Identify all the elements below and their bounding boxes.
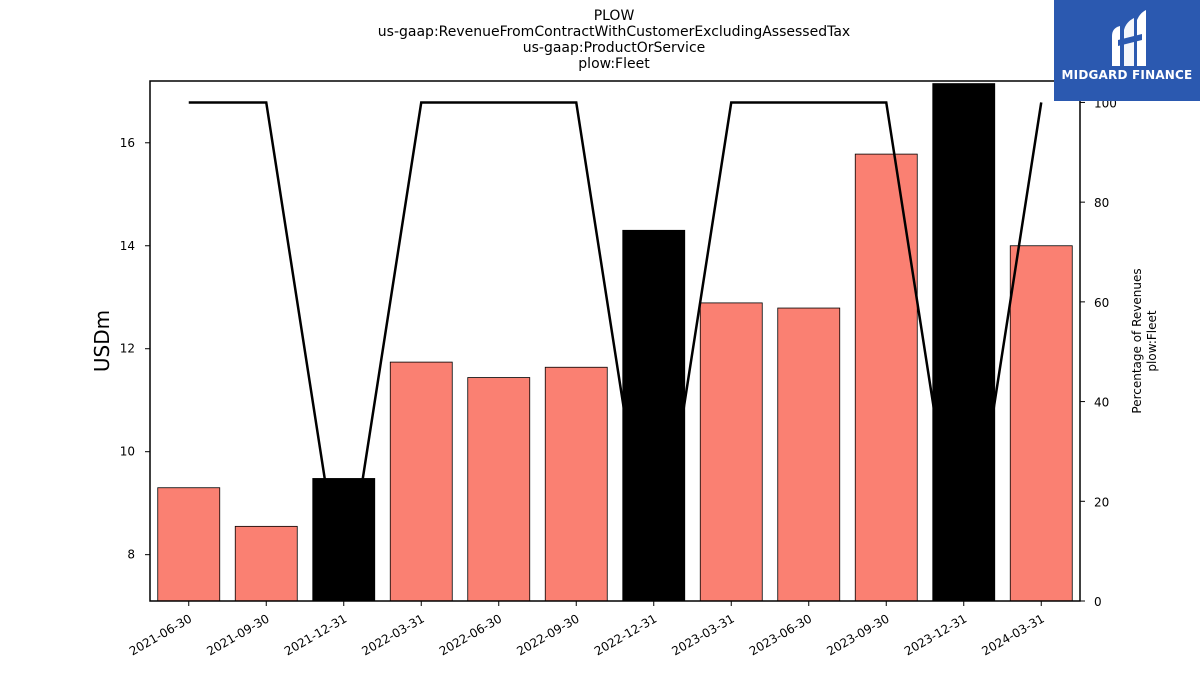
bar-series (157, 83, 1073, 602)
y-tick-label-right: 20 (1094, 495, 1109, 509)
y-axis-label-left: USDm (90, 310, 114, 372)
x-tick-label: 2022-06-30 (437, 611, 504, 658)
x-tick-label: 2023-03-31 (669, 611, 736, 658)
y-axis-label-right-line-2: plow:Fleet (1145, 310, 1159, 371)
y-tick-label-right: 60 (1094, 296, 1109, 310)
x-tick-label: 2021-06-30 (127, 611, 194, 658)
y-tick-label-left: 12 (120, 342, 135, 356)
bar-2023-03-31 (699, 302, 763, 602)
bar-2021-09-30 (234, 525, 298, 602)
title-line-1: PLOW (594, 8, 635, 24)
chart-title: PLOW us-gaap:RevenueFromContractWithCust… (378, 8, 850, 72)
y-tick-label-right: 40 (1094, 396, 1109, 410)
title-line-2: us-gaap:RevenueFromContractWithCustomerE… (378, 24, 850, 40)
bar-2022-03-31 (389, 361, 453, 602)
bar-2021-12-31 (312, 478, 376, 602)
percentage-line (188, 101, 1043, 602)
y-axis-label-right-line-1: Percentage of Revenues (1130, 268, 1144, 413)
title-line-3: us-gaap:ProductOrService (523, 40, 706, 56)
bar-2024-03-31 (1009, 245, 1073, 602)
x-tick-label: 2022-12-31 (592, 611, 659, 658)
x-tick-label: 2022-03-31 (359, 611, 426, 658)
y-tick-label-left: 14 (120, 239, 135, 253)
y-tick-label-left: 8 (127, 548, 135, 562)
y-tick-label-left: 16 (120, 136, 135, 150)
plot-frame (149, 80, 1081, 602)
x-tick-label: 2023-12-31 (902, 611, 969, 658)
y-tick-label-left: 10 (120, 445, 135, 459)
logo-mark-icon (1112, 10, 1146, 66)
y-tick-label-right: 0 (1094, 595, 1102, 609)
x-tick-label: 2023-06-30 (747, 611, 814, 658)
title-line-4: plow:Fleet (578, 56, 650, 72)
x-tick-label: 2022-09-30 (514, 611, 581, 658)
y-tick-label-right: 80 (1094, 196, 1109, 210)
bar-2022-09-30 (544, 366, 608, 602)
bar-2022-12-31 (622, 229, 686, 602)
bar-2022-06-30 (467, 377, 531, 602)
logo-text: MIDGARD FINANCE (1061, 68, 1193, 82)
y-axis-left: 8 10 12 14 16 (120, 136, 150, 562)
line-series (188, 101, 1043, 602)
x-tick-label: 2021-09-30 (204, 611, 271, 658)
x-tick-label: 2024-03-31 (979, 611, 1046, 658)
x-tick-label: 2021-12-31 (282, 611, 349, 658)
x-tick-label: 2023-09-30 (824, 611, 891, 658)
logo: MIDGARD FINANCE (1054, 0, 1200, 101)
bar-2021-06-30 (157, 487, 221, 602)
bar-2023-09-30 (854, 153, 918, 602)
bar-2023-12-31 (932, 83, 996, 602)
x-axis: 2021-06-30 2021-09-30 2021-12-31 2022-03-31… (127, 601, 1047, 658)
bar-2023-06-30 (777, 307, 841, 602)
